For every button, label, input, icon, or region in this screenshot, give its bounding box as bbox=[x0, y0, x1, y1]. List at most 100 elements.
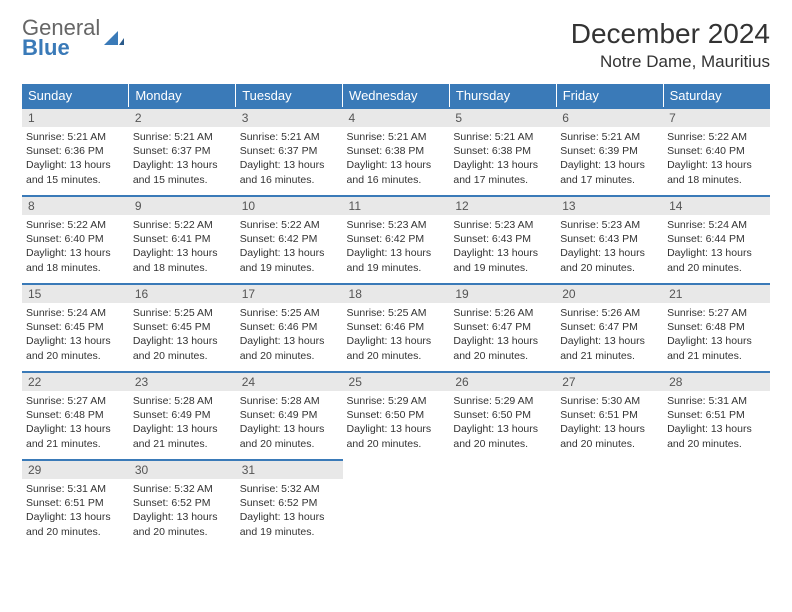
day-number: 7 bbox=[663, 109, 770, 127]
day-number: 30 bbox=[129, 461, 236, 479]
day-details: Sunrise: 5:32 AMSunset: 6:52 PMDaylight:… bbox=[236, 479, 343, 542]
day-details: Sunrise: 5:28 AMSunset: 6:49 PMDaylight:… bbox=[129, 391, 236, 454]
day-details: Sunrise: 5:24 AMSunset: 6:44 PMDaylight:… bbox=[663, 215, 770, 278]
day-number: 4 bbox=[343, 109, 450, 127]
calendar-cell: 31Sunrise: 5:32 AMSunset: 6:52 PMDayligh… bbox=[236, 460, 343, 548]
logo-text: General Blue bbox=[22, 18, 100, 58]
day-details: Sunrise: 5:31 AMSunset: 6:51 PMDaylight:… bbox=[663, 391, 770, 454]
calendar-cell: 21Sunrise: 5:27 AMSunset: 6:48 PMDayligh… bbox=[663, 284, 770, 372]
day-details: Sunrise: 5:22 AMSunset: 6:41 PMDaylight:… bbox=[129, 215, 236, 278]
calendar-cell bbox=[556, 460, 663, 548]
calendar-row: 22Sunrise: 5:27 AMSunset: 6:48 PMDayligh… bbox=[22, 372, 770, 460]
calendar-table: SundayMondayTuesdayWednesdayThursdayFrid… bbox=[22, 84, 770, 548]
calendar-cell: 29Sunrise: 5:31 AMSunset: 6:51 PMDayligh… bbox=[22, 460, 129, 548]
day-number: 1 bbox=[22, 109, 129, 127]
day-number: 22 bbox=[22, 373, 129, 391]
weekday-header: Sunday bbox=[22, 84, 129, 108]
day-number: 16 bbox=[129, 285, 236, 303]
weekday-header: Tuesday bbox=[236, 84, 343, 108]
calendar-cell: 7Sunrise: 5:22 AMSunset: 6:40 PMDaylight… bbox=[663, 108, 770, 196]
calendar-cell: 19Sunrise: 5:26 AMSunset: 6:47 PMDayligh… bbox=[449, 284, 556, 372]
day-details: Sunrise: 5:22 AMSunset: 6:40 PMDaylight:… bbox=[663, 127, 770, 190]
day-number: 18 bbox=[343, 285, 450, 303]
calendar-cell: 4Sunrise: 5:21 AMSunset: 6:38 PMDaylight… bbox=[343, 108, 450, 196]
calendar-cell: 6Sunrise: 5:21 AMSunset: 6:39 PMDaylight… bbox=[556, 108, 663, 196]
day-details: Sunrise: 5:26 AMSunset: 6:47 PMDaylight:… bbox=[449, 303, 556, 366]
calendar-cell: 24Sunrise: 5:28 AMSunset: 6:49 PMDayligh… bbox=[236, 372, 343, 460]
day-details: Sunrise: 5:29 AMSunset: 6:50 PMDaylight:… bbox=[343, 391, 450, 454]
day-details: Sunrise: 5:27 AMSunset: 6:48 PMDaylight:… bbox=[22, 391, 129, 454]
calendar-cell: 11Sunrise: 5:23 AMSunset: 6:42 PMDayligh… bbox=[343, 196, 450, 284]
calendar-cell bbox=[449, 460, 556, 548]
day-number: 25 bbox=[343, 373, 450, 391]
logo: General Blue bbox=[22, 18, 124, 58]
day-number: 5 bbox=[449, 109, 556, 127]
day-number: 9 bbox=[129, 197, 236, 215]
day-number: 19 bbox=[449, 285, 556, 303]
day-details: Sunrise: 5:30 AMSunset: 6:51 PMDaylight:… bbox=[556, 391, 663, 454]
day-number: 11 bbox=[343, 197, 450, 215]
calendar-cell: 23Sunrise: 5:28 AMSunset: 6:49 PMDayligh… bbox=[129, 372, 236, 460]
calendar-row: 15Sunrise: 5:24 AMSunset: 6:45 PMDayligh… bbox=[22, 284, 770, 372]
calendar-cell: 15Sunrise: 5:24 AMSunset: 6:45 PMDayligh… bbox=[22, 284, 129, 372]
calendar-cell: 12Sunrise: 5:23 AMSunset: 6:43 PMDayligh… bbox=[449, 196, 556, 284]
calendar-cell: 2Sunrise: 5:21 AMSunset: 6:37 PMDaylight… bbox=[129, 108, 236, 196]
day-details: Sunrise: 5:25 AMSunset: 6:46 PMDaylight:… bbox=[236, 303, 343, 366]
calendar-row: 8Sunrise: 5:22 AMSunset: 6:40 PMDaylight… bbox=[22, 196, 770, 284]
day-number: 17 bbox=[236, 285, 343, 303]
calendar-row: 29Sunrise: 5:31 AMSunset: 6:51 PMDayligh… bbox=[22, 460, 770, 548]
calendar-cell: 30Sunrise: 5:32 AMSunset: 6:52 PMDayligh… bbox=[129, 460, 236, 548]
weekday-header: Monday bbox=[129, 84, 236, 108]
calendar-cell: 9Sunrise: 5:22 AMSunset: 6:41 PMDaylight… bbox=[129, 196, 236, 284]
day-number: 31 bbox=[236, 461, 343, 479]
calendar-cell: 26Sunrise: 5:29 AMSunset: 6:50 PMDayligh… bbox=[449, 372, 556, 460]
calendar-cell: 5Sunrise: 5:21 AMSunset: 6:38 PMDaylight… bbox=[449, 108, 556, 196]
calendar-cell bbox=[343, 460, 450, 548]
day-details: Sunrise: 5:23 AMSunset: 6:43 PMDaylight:… bbox=[449, 215, 556, 278]
day-details: Sunrise: 5:21 AMSunset: 6:37 PMDaylight:… bbox=[236, 127, 343, 190]
page-header: General Blue December 2024 Notre Dame, M… bbox=[22, 18, 770, 72]
day-number: 20 bbox=[556, 285, 663, 303]
day-details: Sunrise: 5:28 AMSunset: 6:49 PMDaylight:… bbox=[236, 391, 343, 454]
day-details: Sunrise: 5:21 AMSunset: 6:38 PMDaylight:… bbox=[343, 127, 450, 190]
day-details: Sunrise: 5:24 AMSunset: 6:45 PMDaylight:… bbox=[22, 303, 129, 366]
calendar-row: 1Sunrise: 5:21 AMSunset: 6:36 PMDaylight… bbox=[22, 108, 770, 196]
weekday-header: Wednesday bbox=[343, 84, 450, 108]
day-details: Sunrise: 5:23 AMSunset: 6:42 PMDaylight:… bbox=[343, 215, 450, 278]
calendar-cell: 18Sunrise: 5:25 AMSunset: 6:46 PMDayligh… bbox=[343, 284, 450, 372]
calendar-cell: 17Sunrise: 5:25 AMSunset: 6:46 PMDayligh… bbox=[236, 284, 343, 372]
triangle-icon bbox=[104, 31, 124, 45]
calendar-cell: 13Sunrise: 5:23 AMSunset: 6:43 PMDayligh… bbox=[556, 196, 663, 284]
day-number: 10 bbox=[236, 197, 343, 215]
day-details: Sunrise: 5:22 AMSunset: 6:40 PMDaylight:… bbox=[22, 215, 129, 278]
calendar-head: SundayMondayTuesdayWednesdayThursdayFrid… bbox=[22, 84, 770, 108]
day-number: 23 bbox=[129, 373, 236, 391]
day-number: 15 bbox=[22, 285, 129, 303]
calendar-cell: 25Sunrise: 5:29 AMSunset: 6:50 PMDayligh… bbox=[343, 372, 450, 460]
day-number: 21 bbox=[663, 285, 770, 303]
day-details: Sunrise: 5:27 AMSunset: 6:48 PMDaylight:… bbox=[663, 303, 770, 366]
title-block: December 2024 Notre Dame, Mauritius bbox=[571, 18, 770, 72]
day-details: Sunrise: 5:21 AMSunset: 6:38 PMDaylight:… bbox=[449, 127, 556, 190]
day-details: Sunrise: 5:25 AMSunset: 6:45 PMDaylight:… bbox=[129, 303, 236, 366]
location: Notre Dame, Mauritius bbox=[571, 52, 770, 72]
day-number: 27 bbox=[556, 373, 663, 391]
calendar-cell: 3Sunrise: 5:21 AMSunset: 6:37 PMDaylight… bbox=[236, 108, 343, 196]
day-details: Sunrise: 5:21 AMSunset: 6:39 PMDaylight:… bbox=[556, 127, 663, 190]
weekday-header: Saturday bbox=[663, 84, 770, 108]
calendar-cell: 16Sunrise: 5:25 AMSunset: 6:45 PMDayligh… bbox=[129, 284, 236, 372]
day-number: 3 bbox=[236, 109, 343, 127]
calendar-cell: 10Sunrise: 5:22 AMSunset: 6:42 PMDayligh… bbox=[236, 196, 343, 284]
calendar-cell: 1Sunrise: 5:21 AMSunset: 6:36 PMDaylight… bbox=[22, 108, 129, 196]
logo-line2: Blue bbox=[22, 38, 100, 58]
day-number: 13 bbox=[556, 197, 663, 215]
calendar-cell: 20Sunrise: 5:26 AMSunset: 6:47 PMDayligh… bbox=[556, 284, 663, 372]
day-details: Sunrise: 5:32 AMSunset: 6:52 PMDaylight:… bbox=[129, 479, 236, 542]
day-number: 26 bbox=[449, 373, 556, 391]
calendar-cell: 8Sunrise: 5:22 AMSunset: 6:40 PMDaylight… bbox=[22, 196, 129, 284]
day-details: Sunrise: 5:25 AMSunset: 6:46 PMDaylight:… bbox=[343, 303, 450, 366]
day-details: Sunrise: 5:31 AMSunset: 6:51 PMDaylight:… bbox=[22, 479, 129, 542]
day-number: 12 bbox=[449, 197, 556, 215]
calendar-cell: 28Sunrise: 5:31 AMSunset: 6:51 PMDayligh… bbox=[663, 372, 770, 460]
weekday-header: Friday bbox=[556, 84, 663, 108]
